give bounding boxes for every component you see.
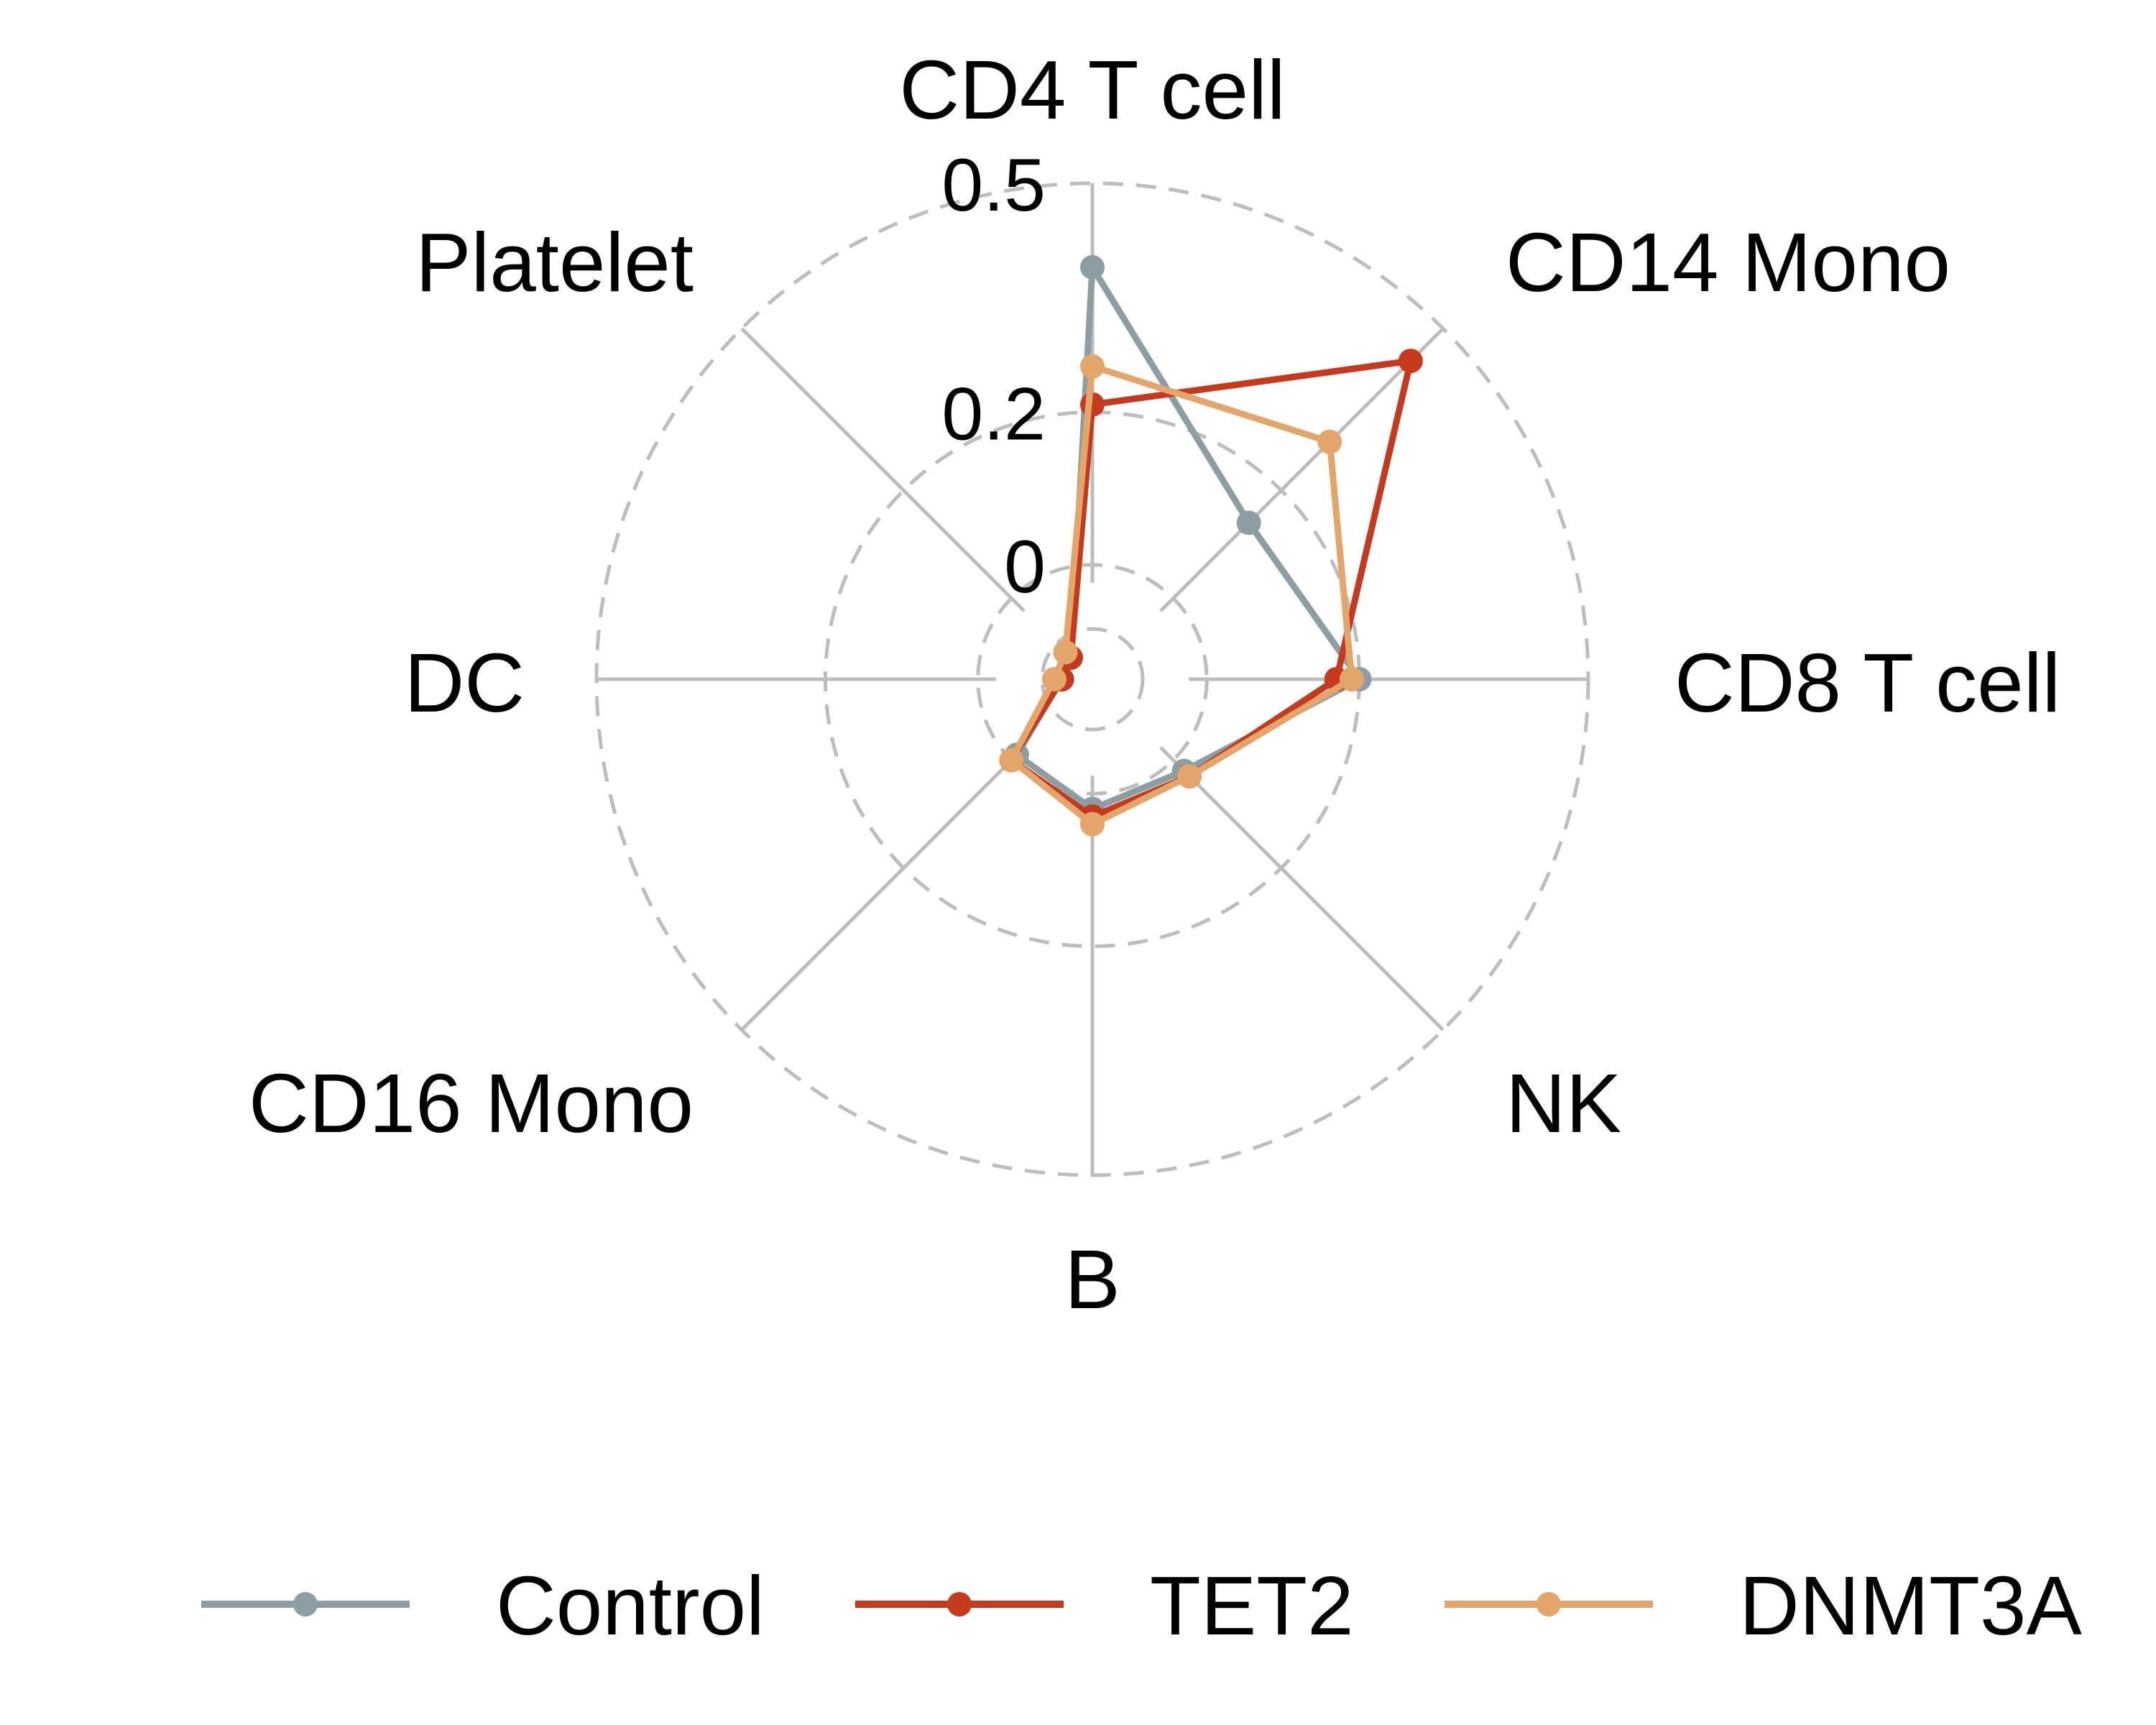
tick-labels: 0 0.2 0.5 (941, 144, 1046, 609)
legend-marker (947, 1592, 972, 1616)
data-point (1339, 667, 1364, 691)
axis-labels: CD4 T cell CD14 Mono CD8 T cell NK B CD16 Mon… (249, 43, 2060, 1326)
legend-label: DNMT3A (1739, 1559, 2083, 1652)
data-point (1398, 349, 1423, 374)
axis-label: DC (404, 636, 525, 730)
axis-label: CD16 Mono (249, 1057, 694, 1150)
legend: Control TET2 DNMT3A (201, 1559, 2083, 1652)
axis-label: CD8 T cell (1674, 636, 2060, 730)
tick-label: 0 (1004, 525, 1046, 609)
data-point (1236, 510, 1261, 535)
axis-label: CD14 Mono (1506, 216, 1950, 309)
legend-marker (293, 1592, 318, 1616)
data-point (1317, 429, 1342, 454)
data-point (1053, 640, 1078, 665)
data-point (1080, 354, 1105, 379)
data-point (1080, 811, 1105, 837)
data-point (999, 748, 1024, 773)
tick-label: 0.2 (941, 372, 1046, 456)
axis-label: NK (1506, 1057, 1621, 1150)
series-line (1013, 264, 1363, 812)
spoke (740, 327, 1026, 612)
axis-label: Platelet (415, 216, 694, 309)
grid (594, 181, 1590, 1177)
legend-marker (1537, 1592, 1561, 1616)
series-layer (999, 254, 1423, 837)
legend-label: TET2 (1150, 1559, 1354, 1652)
axis-label: CD4 T cell (899, 43, 1285, 137)
axis-label: B (1064, 1233, 1120, 1326)
data-point (1041, 667, 1067, 691)
data-point (1080, 254, 1105, 280)
spoke (1159, 327, 1445, 612)
data-point (1177, 764, 1202, 789)
spoke (1159, 746, 1445, 1031)
legend-label: Control (496, 1559, 765, 1652)
tick-label: 0.5 (941, 144, 1046, 227)
grid-circle-inner (1040, 627, 1145, 732)
spoke (740, 746, 1026, 1031)
